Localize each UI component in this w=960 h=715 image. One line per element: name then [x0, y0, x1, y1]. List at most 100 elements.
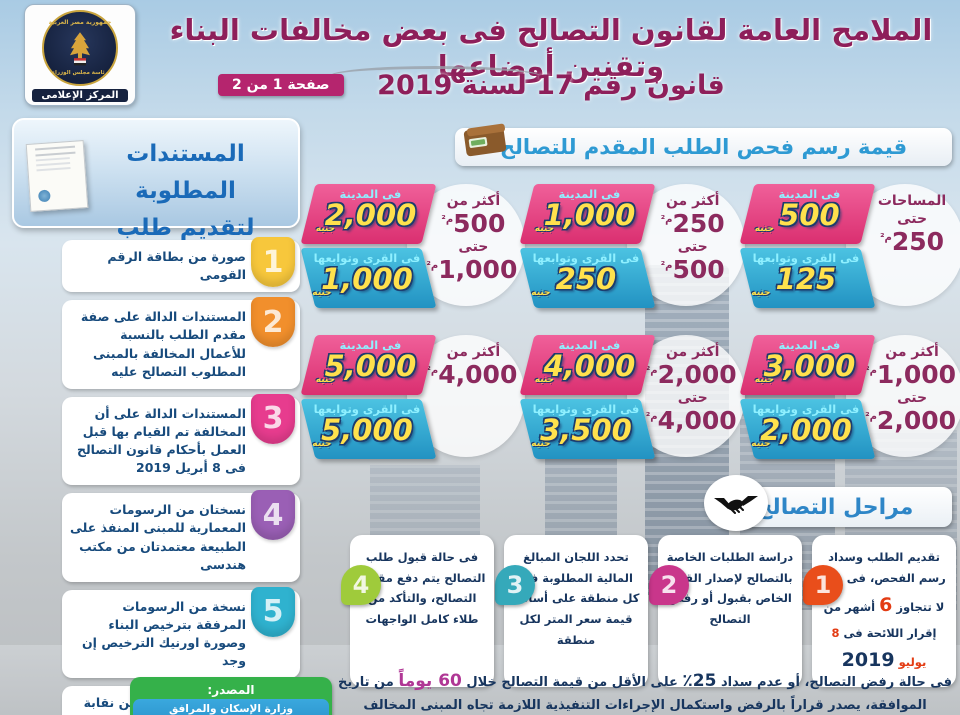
stage-card: 3 تحدد اللجان المبالغ المالية المطلوبة ف… [495, 535, 648, 688]
stage-text: تقديم الطلب وسداد رسم الفحص، فى مدة لا ت… [822, 550, 946, 672]
fee-block: أكثر من 500م² حتى 1,000م² فى المدينة 2,000 … [300, 178, 526, 319]
currency-label: جنيه [750, 439, 771, 449]
item-number-badge: 2 [251, 297, 295, 348]
currency-label: جنيه [312, 288, 332, 298]
source-label: المصدر: [207, 683, 255, 697]
city-fee-shape: فى المدينة 4,000 جنيه [519, 335, 657, 395]
city-fee-value: 2,000 [324, 198, 417, 232]
village-fee-value: 2,000 [759, 413, 852, 447]
village-fee-value: 250 [556, 262, 617, 296]
village-fee-value: 1,000 [321, 262, 413, 296]
documents-header: المستندات المطلوبة لتقديم طلب التصالح [12, 118, 300, 277]
fees-grid: المساحات حتى 250م² فى المدينة 500 جنيه فى … [300, 178, 960, 470]
fee-values: فى المدينة 1,000 جنيه فى القرى وتوابعها … [519, 178, 657, 319]
village-fee-value: 3,500 [540, 413, 633, 447]
source-badge: المصدر: وزارة الإسكان والمرافق والمجتمعا… [130, 677, 332, 715]
area-range-label: أكثر من 1,000م² حتى 2,000م² [865, 344, 956, 435]
fee-block: أكثر من 250م² حتى 500م² فى المدينة 1,000 جن… [519, 178, 745, 319]
stage-text: دراسة الطلبات الخاصة بالتصالح لإصدار الق… [666, 550, 794, 627]
currency-label: جنيه [754, 224, 774, 234]
fees-header: قيمة رسم فحص الطلب المقدم للتصالح [455, 123, 952, 166]
city-fee-shape: فى المدينة 1,000 جنيه [519, 184, 657, 244]
currency-label: جنيه [750, 288, 771, 298]
fees-title: قيمة رسم فحص الطلب المقدم للتصالح [499, 135, 908, 159]
fee-values: فى المدينة 5,000 جنيه فى القرى وتوابعها … [300, 329, 437, 470]
fee-values: فى المدينة 2,000 جنيه فى القرى وتوابعها … [300, 178, 437, 319]
city-fee-value: 3,000 [763, 349, 855, 383]
item-number-badge: 4 [251, 490, 295, 541]
currency-label: جنيه [531, 439, 551, 449]
document-list-item: 1 صورة من بطاقة الرقم القومى [62, 237, 300, 293]
wallet-icon [463, 123, 507, 157]
city-fee-shape: فى المدينة 500 جنيه [739, 184, 876, 244]
currency-label: جنيه [315, 224, 336, 234]
fee-values: فى المدينة 4,000 جنيه فى القرى وتوابعها … [519, 329, 657, 470]
item-number-badge: 1 [251, 237, 295, 287]
stages-title: مراحل التصالح [756, 494, 914, 520]
area-range-label: أكثر من 4,000م² [426, 344, 518, 390]
area-range-label: أكثر من 500م² حتى 1,000م² [426, 193, 518, 284]
stage-card: 4 فى حالة قبول طلب التصالح يتم دفع مقابل… [341, 535, 494, 688]
page-number-badge: صفحة 1 من 2 [218, 74, 344, 96]
fee-values: فى المدينة 500 جنيه فى القرى وتوابعها 12… [739, 178, 876, 319]
currency-label: جنيه [531, 288, 551, 298]
stage-number-pin: 4 [341, 565, 381, 605]
government-logo: جمهورية مصر العربية رئاسة مجلس الوزراء ا… [24, 4, 136, 106]
document-list-item: 2 المستندات الدالة على صفة مقدم الطلب با… [62, 297, 300, 389]
village-fee-shape: فى القرى وتوابعها 5,000 جنيه [300, 399, 437, 459]
city-fee-shape: فى المدينة 2,000 جنيه [300, 184, 437, 244]
village-fee-shape: فى القرى وتوابعها 3,500 جنيه [519, 399, 657, 459]
item-text: صورة من بطاقة الرقم القومى [107, 249, 246, 283]
eagle-icon [70, 32, 90, 66]
city-fee-value: 5,000 [324, 349, 417, 383]
item-number-badge: 5 [251, 586, 295, 637]
stage-text: فى حالة قبول طلب التصالح يتم دفع مقابل ا… [358, 550, 486, 627]
source-text: وزارة الإسكان والمرافق والمجتمعات العمرا… [133, 699, 329, 715]
city-fee-shape: فى المدينة 5,000 جنيه [300, 335, 437, 395]
document-list-item: 4 نسختان من الرسومات المعمارية للمبنى ال… [62, 490, 300, 582]
stage-number-pin: 1 [803, 565, 843, 605]
stages-grid: 1 تقديم الطلب وسداد رسم الفحص، فى مدة لا… [341, 535, 956, 688]
village-fee-shape: فى القرى وتوابعها 125 جنيه [739, 248, 876, 308]
stage-card: 2 دراسة الطلبات الخاصة بالتصالح لإصدار ا… [649, 535, 802, 688]
city-fee-value: 4,000 [543, 349, 636, 383]
document-icon [25, 140, 89, 212]
village-fee-shape: فى القرى وتوابعها 1,000 جنيه [300, 248, 437, 308]
document-list-item: 3 المستندات الدالة على أن المخالفة تم ال… [62, 393, 300, 486]
area-range-label: المساحات حتى 250م² [877, 193, 947, 257]
eagle-emblem-icon: جمهورية مصر العربية رئاسة مجلس الوزراء [42, 10, 118, 86]
stage-text: تحدد اللجان المبالغ المالية المطلوبة فى … [512, 550, 640, 647]
fee-block: أكثر من 1,000م² حتى 2,000م² فى المدينة 3,00… [739, 329, 960, 470]
logo-authority-text: رئاسة مجلس الوزراء [52, 70, 108, 76]
stage-number-pin: 3 [495, 565, 535, 605]
currency-label: جنيه [312, 439, 332, 449]
village-fee-shape: فى القرى وتوابعها 250 جنيه [519, 248, 657, 308]
currency-label: جنيه [315, 375, 336, 385]
document-list-item: 5 نسخة من الرسومات المرفقة بترخيص البناء… [62, 586, 300, 679]
logo-country-text: جمهورية مصر العربية [48, 19, 112, 26]
currency-label: جنيه [535, 375, 555, 385]
fee-block: أكثر من 4,000م² فى المدينة 5,000 جنيه فى … [300, 329, 526, 470]
village-fee-value: 125 [775, 262, 836, 296]
stages-header: مراحل التصالح [704, 475, 952, 531]
item-number-badge: 3 [251, 393, 295, 444]
divider-swoosh [330, 66, 540, 76]
village-fee-shape: فى القرى وتوابعها 2,000 جنيه [739, 399, 876, 459]
currency-label: جنيه [535, 224, 555, 234]
area-range-label: أكثر من 250م² حتى 500م² [660, 193, 725, 284]
documents-list: 1 صورة من بطاقة الرقم القومى 2 المستندات… [62, 237, 300, 715]
area-range-label: أكثر من 2,000م² حتى 4,000م² [645, 344, 737, 435]
footer-note: فى حالة رفض التصالح، أو عدم سداد 25٪ على… [338, 671, 952, 714]
law-subtitle: قانون رقم 17 لسنة 2019 [377, 70, 725, 101]
stage-number-pin: 2 [649, 565, 689, 605]
documents-title-line1: المستندات المطلوبة [126, 141, 245, 204]
logo-banner: المركز الإعلامى [32, 89, 128, 102]
handshake-icon [704, 475, 768, 531]
stage-card: 1 تقديم الطلب وسداد رسم الفحص، فى مدة لا… [803, 535, 956, 688]
city-fee-value: 1,000 [543, 198, 636, 232]
fee-values: فى المدينة 3,000 جنيه فى القرى وتوابعها … [739, 329, 876, 470]
fee-block: المساحات حتى 250م² فى المدينة 500 جنيه فى … [739, 178, 960, 319]
item-text: المستندات الدالة على أن المخالفة تم القي… [76, 405, 246, 476]
item-text: نسختان من الرسومات المعمارية للمبنى المن… [69, 502, 246, 572]
